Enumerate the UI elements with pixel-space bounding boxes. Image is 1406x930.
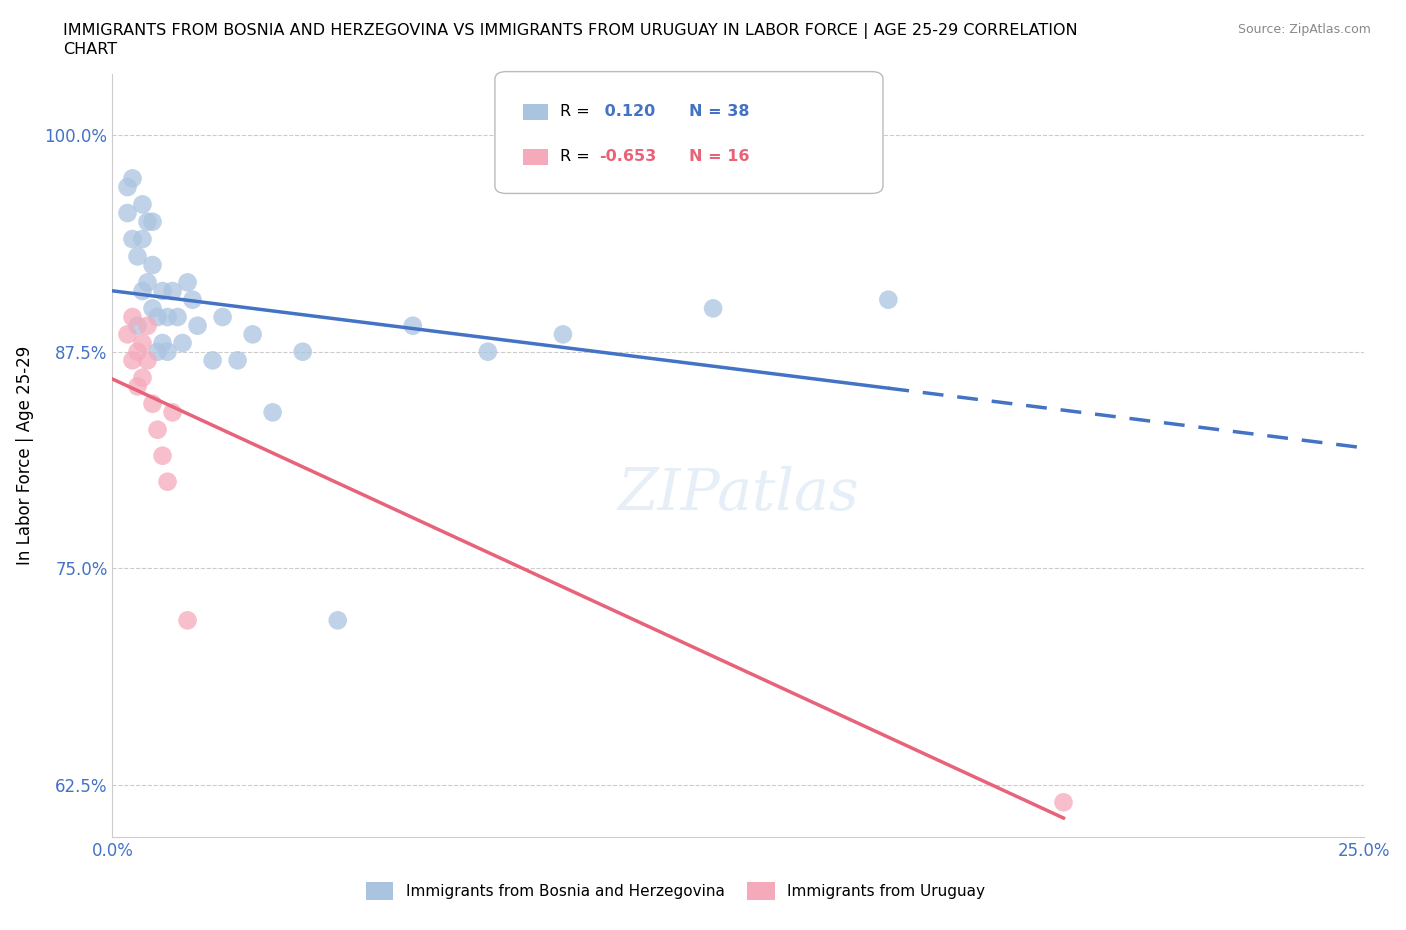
Text: R =: R = xyxy=(560,149,595,164)
Point xyxy=(136,318,159,333)
Point xyxy=(146,310,169,325)
Point xyxy=(121,171,143,186)
Point xyxy=(131,197,153,212)
Point xyxy=(226,352,249,367)
Point xyxy=(181,292,204,307)
Point xyxy=(127,344,149,359)
Point xyxy=(146,344,169,359)
Point xyxy=(152,336,174,351)
Legend: Immigrants from Bosnia and Herzegovina, Immigrants from Uruguay: Immigrants from Bosnia and Herzegovina, … xyxy=(360,876,991,906)
Point xyxy=(162,405,184,419)
Text: N = 38: N = 38 xyxy=(689,103,749,119)
Text: -0.653: -0.653 xyxy=(599,149,657,164)
Point xyxy=(166,310,188,325)
Point xyxy=(156,310,179,325)
Text: ZIPatlas: ZIPatlas xyxy=(617,466,859,522)
Point xyxy=(127,379,149,393)
Point xyxy=(131,284,153,299)
Text: R =: R = xyxy=(560,103,595,119)
Point xyxy=(117,179,139,194)
Point xyxy=(146,422,169,437)
Point xyxy=(152,284,174,299)
Point xyxy=(141,301,163,316)
Point xyxy=(176,613,198,628)
Point xyxy=(141,396,163,411)
Point xyxy=(156,344,179,359)
Point xyxy=(402,318,425,333)
Point xyxy=(127,249,149,264)
Point xyxy=(127,318,149,333)
Point xyxy=(131,336,153,351)
Point xyxy=(131,370,153,385)
Point xyxy=(136,275,159,290)
Point xyxy=(187,318,209,333)
Point xyxy=(162,284,184,299)
Point xyxy=(242,327,264,342)
Point xyxy=(262,405,284,419)
Point xyxy=(1052,795,1074,810)
Point xyxy=(141,258,163,272)
Point xyxy=(131,232,153,246)
Point xyxy=(152,448,174,463)
Y-axis label: In Labor Force | Age 25-29: In Labor Force | Age 25-29 xyxy=(15,346,34,565)
Point xyxy=(176,275,198,290)
Point xyxy=(136,214,159,229)
Point xyxy=(121,310,143,325)
Point xyxy=(211,310,233,325)
Point xyxy=(117,206,139,220)
Text: CHART: CHART xyxy=(63,42,117,57)
Point xyxy=(477,344,499,359)
Point xyxy=(201,352,224,367)
Point xyxy=(121,352,143,367)
Point xyxy=(326,613,349,628)
Text: 0.120: 0.120 xyxy=(599,103,655,119)
Point xyxy=(136,352,159,367)
Text: Source: ZipAtlas.com: Source: ZipAtlas.com xyxy=(1237,23,1371,36)
Point xyxy=(877,292,900,307)
Text: N = 16: N = 16 xyxy=(689,149,749,164)
Point xyxy=(291,344,314,359)
Point xyxy=(121,232,143,246)
Point xyxy=(551,327,574,342)
Text: IMMIGRANTS FROM BOSNIA AND HERZEGOVINA VS IMMIGRANTS FROM URUGUAY IN LABOR FORCE: IMMIGRANTS FROM BOSNIA AND HERZEGOVINA V… xyxy=(63,23,1078,39)
Point xyxy=(702,301,724,316)
Point xyxy=(156,474,179,489)
Point xyxy=(141,214,163,229)
Point xyxy=(117,327,139,342)
Point xyxy=(172,336,194,351)
